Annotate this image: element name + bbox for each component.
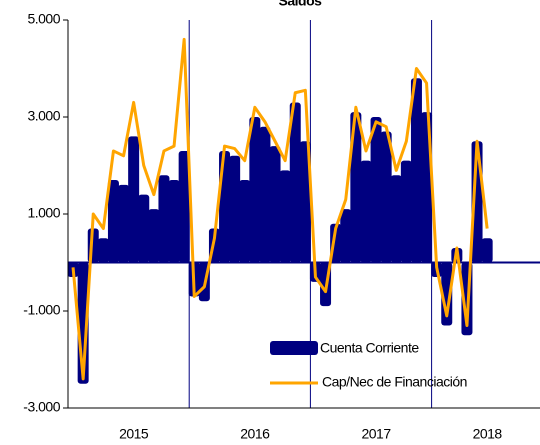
bar — [158, 175, 170, 263]
bar — [148, 209, 160, 263]
bar — [299, 141, 311, 263]
bar — [229, 155, 241, 263]
legend-swatch — [270, 341, 318, 355]
bar — [239, 180, 251, 263]
bar — [350, 112, 362, 263]
bar — [481, 238, 493, 263]
y-tick-label: 1.000 — [27, 205, 60, 221]
bar — [178, 150, 190, 263]
bar — [380, 131, 392, 263]
y-tick-label: 5.000 — [27, 11, 60, 27]
bar — [370, 117, 382, 263]
bar — [289, 102, 301, 263]
chart-title: Saldos — [279, 0, 323, 9]
x-tick-label: 2017 — [361, 426, 391, 442]
x-tick-label: 2015 — [119, 426, 149, 442]
bar — [340, 209, 352, 263]
legend-label: Cap/Nec de Financiación — [322, 374, 467, 390]
bar — [360, 160, 372, 263]
y-tick-label: 3.000 — [27, 108, 60, 124]
y-tick-label: -1.000 — [23, 302, 60, 318]
bar — [400, 160, 412, 263]
legend-label: Cuenta Corriente — [320, 340, 419, 356]
bar — [118, 184, 130, 263]
x-tick-label: 2016 — [240, 426, 270, 442]
bar — [269, 146, 281, 263]
bar — [107, 180, 119, 263]
bar — [279, 170, 291, 263]
bar — [168, 180, 180, 263]
bar — [138, 194, 150, 263]
bar — [97, 238, 109, 263]
x-tick-label: 2018 — [473, 426, 503, 442]
bar — [128, 136, 140, 263]
bar — [259, 126, 271, 263]
bar — [410, 78, 422, 263]
bar — [390, 175, 402, 263]
bar — [249, 117, 261, 263]
y-tick-label: -3.000 — [23, 399, 60, 415]
line — [71, 37, 489, 381]
